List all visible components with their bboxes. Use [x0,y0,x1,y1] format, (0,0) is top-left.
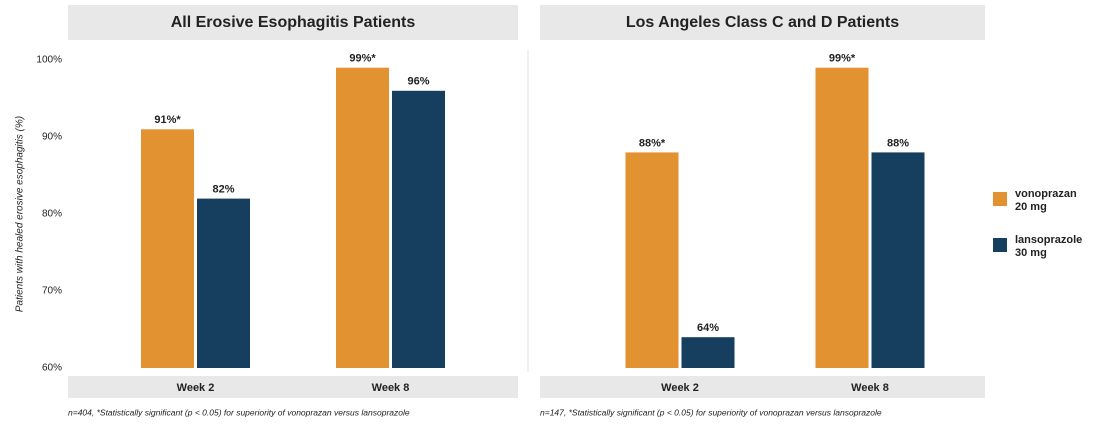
category-band [540,376,985,398]
data-label: 91%* [154,114,181,126]
panel-title: All Erosive Esophagitis Patients [171,14,416,31]
footnote: n=147, *Statistically significant (p < 0… [540,407,882,417]
data-label: 64% [697,322,719,334]
panel-title: Los Angeles Class C and D Patients [626,14,899,31]
category-band [68,376,518,398]
x-tick-label: Week 8 [851,382,889,394]
bar [815,67,869,368]
y-tick-label: 70% [42,286,62,297]
bar [392,90,445,369]
data-label: 99%* [829,53,856,65]
legend-swatch [993,238,1007,252]
bar [141,129,194,368]
y-tick-label: 60% [42,363,62,374]
x-tick-label: Week 2 [177,382,215,394]
y-tick-label: 100% [36,55,62,66]
bar [681,337,735,368]
legend-item: lansoprazole 30 mg [993,234,1103,260]
y-tick-label: 90% [42,132,62,143]
data-label: 82% [212,184,234,196]
y-tick-label: 80% [42,209,62,220]
legend: vonoprazan 20 mg lansoprazole 30 mg [993,188,1103,280]
data-label: 99%* [349,53,376,65]
y-axis-label: Patients with healed erosive esophagitis… [15,116,26,312]
bar [871,152,925,368]
title-band [540,5,985,40]
x-tick-label: Week 2 [661,382,699,394]
data-label: 96% [407,76,429,88]
legend-label: vonoprazan 20 mg [1015,188,1077,213]
title-band [68,5,518,40]
bar [625,152,679,368]
bar [197,198,250,368]
bar [336,67,389,368]
legend-swatch [993,192,1007,206]
legend-item: vonoprazan 20 mg [993,188,1103,214]
x-tick-label: Week 8 [372,382,410,394]
data-label: 88%* [639,137,666,149]
legend-label: lansoprazole 30 mg [1015,234,1083,259]
data-label: 88% [887,137,909,149]
footnote: n=404, *Statistically significant (p < 0… [68,407,410,417]
